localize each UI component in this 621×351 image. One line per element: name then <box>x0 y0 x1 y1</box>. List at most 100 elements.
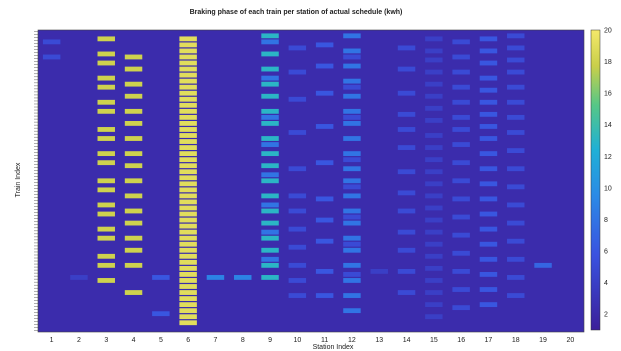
heatmap-cell <box>507 256 525 262</box>
colorbar-tick-label: 10 <box>604 185 612 192</box>
heatmap-cell <box>397 268 416 274</box>
heatmap-cell <box>288 226 307 232</box>
heatmap-cell <box>479 36 498 42</box>
heatmap-cell <box>343 235 361 241</box>
heatmap-cell <box>97 226 115 232</box>
heatmap-cell <box>261 81 279 87</box>
heatmap-cell <box>507 202 525 208</box>
heatmap-cell <box>343 166 361 172</box>
heatmap-cell <box>315 293 334 298</box>
heatmap-cell <box>479 151 498 157</box>
heatmap-cell <box>179 187 197 193</box>
colorbar-ticks: 2 4 6 8 10 12 14 16 18 20 <box>604 28 612 319</box>
heatmap-cell <box>507 293 525 298</box>
heatmap-cell <box>261 33 279 39</box>
x-tick-label: 2 <box>77 337 81 344</box>
heatmap-cell <box>288 69 307 75</box>
heatmap-cell <box>97 36 115 42</box>
heatmap-cell <box>452 196 470 202</box>
heatmap-cell <box>179 272 197 277</box>
heatmap-cell <box>479 60 498 66</box>
heatmap-cell <box>315 63 334 69</box>
heatmap-cell <box>507 184 525 190</box>
heatmap-cell <box>288 193 307 199</box>
heatmap-cell <box>206 275 225 280</box>
heatmap-cell <box>425 181 443 187</box>
heatmap-cell <box>425 105 443 111</box>
heatmap-cell <box>397 247 416 253</box>
heatmap-cell <box>452 287 470 292</box>
heatmap-cell <box>343 93 361 99</box>
heatmap-cell <box>479 111 498 117</box>
heatmap-cell <box>97 84 115 90</box>
heatmap-cell <box>315 90 334 96</box>
heatmap-cell <box>261 151 279 157</box>
heatmap-cell <box>179 320 197 326</box>
colorbar-tick-label: 18 <box>604 59 612 66</box>
heatmap-cell <box>425 117 443 123</box>
heatmap-cell <box>261 235 279 241</box>
heatmap-cell <box>315 268 334 274</box>
heatmap-cell <box>425 133 443 138</box>
heatmap-cell <box>479 211 498 217</box>
heatmap-cell <box>343 214 361 220</box>
heatmap-cell <box>370 268 388 274</box>
heatmap-cell <box>42 39 61 45</box>
heatmap-cell <box>261 114 279 120</box>
colorbar-tick-label: 20 <box>604 28 612 35</box>
heatmap-cell <box>179 290 197 295</box>
heatmap-cell <box>179 66 197 72</box>
heatmap-cell <box>288 293 307 298</box>
heatmap-cell <box>288 96 307 102</box>
heatmap-cell <box>507 45 525 51</box>
heatmap-cell <box>179 108 197 114</box>
heatmap-cells <box>37 29 585 333</box>
heatmap-cell <box>261 163 279 169</box>
heatmap-cell <box>452 160 470 166</box>
heatmap-cell <box>179 48 197 54</box>
heatmap-cell <box>179 42 197 48</box>
heatmap-cell <box>124 81 143 87</box>
heatmap-cell <box>507 130 525 135</box>
heatmap-cell <box>534 262 552 268</box>
heatmap-cell <box>179 145 197 150</box>
heatmap-cell <box>425 302 443 308</box>
x-tick-label: 3 <box>104 337 108 344</box>
heatmap-cell <box>179 169 197 175</box>
heatmap-cell <box>179 302 197 308</box>
heatmap-cell <box>315 42 334 48</box>
heatmap-cell <box>507 57 525 63</box>
heatmap-cell <box>288 244 307 250</box>
heatmap-cell <box>507 220 525 226</box>
heatmap-cell <box>343 121 361 126</box>
heatmap-cell <box>261 229 279 235</box>
x-tick-label: 7 <box>214 337 218 344</box>
heatmap-cell <box>343 262 361 268</box>
heatmap-cell <box>452 69 470 75</box>
heatmap-cell <box>179 133 197 138</box>
heatmap-cell <box>315 124 334 129</box>
heatmap-cell <box>179 181 197 187</box>
heatmap-cell <box>179 157 197 163</box>
heatmap-cell <box>452 305 470 311</box>
heatmap-cell <box>479 302 498 308</box>
heatmap-cell <box>452 114 470 120</box>
heatmap-cell <box>124 235 143 241</box>
heatmap-cell <box>507 166 525 172</box>
heatmap-cell <box>97 127 115 132</box>
heatmap-cell <box>261 256 279 262</box>
heatmap-cell <box>261 202 279 208</box>
heatmap-cell <box>179 54 197 60</box>
heatmap-cell <box>261 136 279 141</box>
heatmap-cell <box>179 217 197 223</box>
heatmap-cell <box>315 160 334 166</box>
heatmap-cell <box>179 205 197 211</box>
heatmap-cell <box>97 60 115 66</box>
heatmap-cell <box>397 190 416 196</box>
heatmap-cell <box>124 178 143 184</box>
x-tick-label: 6 <box>186 337 190 344</box>
colorbar-tick-label: 8 <box>604 217 608 224</box>
heatmap-cell <box>397 111 416 117</box>
heatmap-cell <box>425 229 443 235</box>
